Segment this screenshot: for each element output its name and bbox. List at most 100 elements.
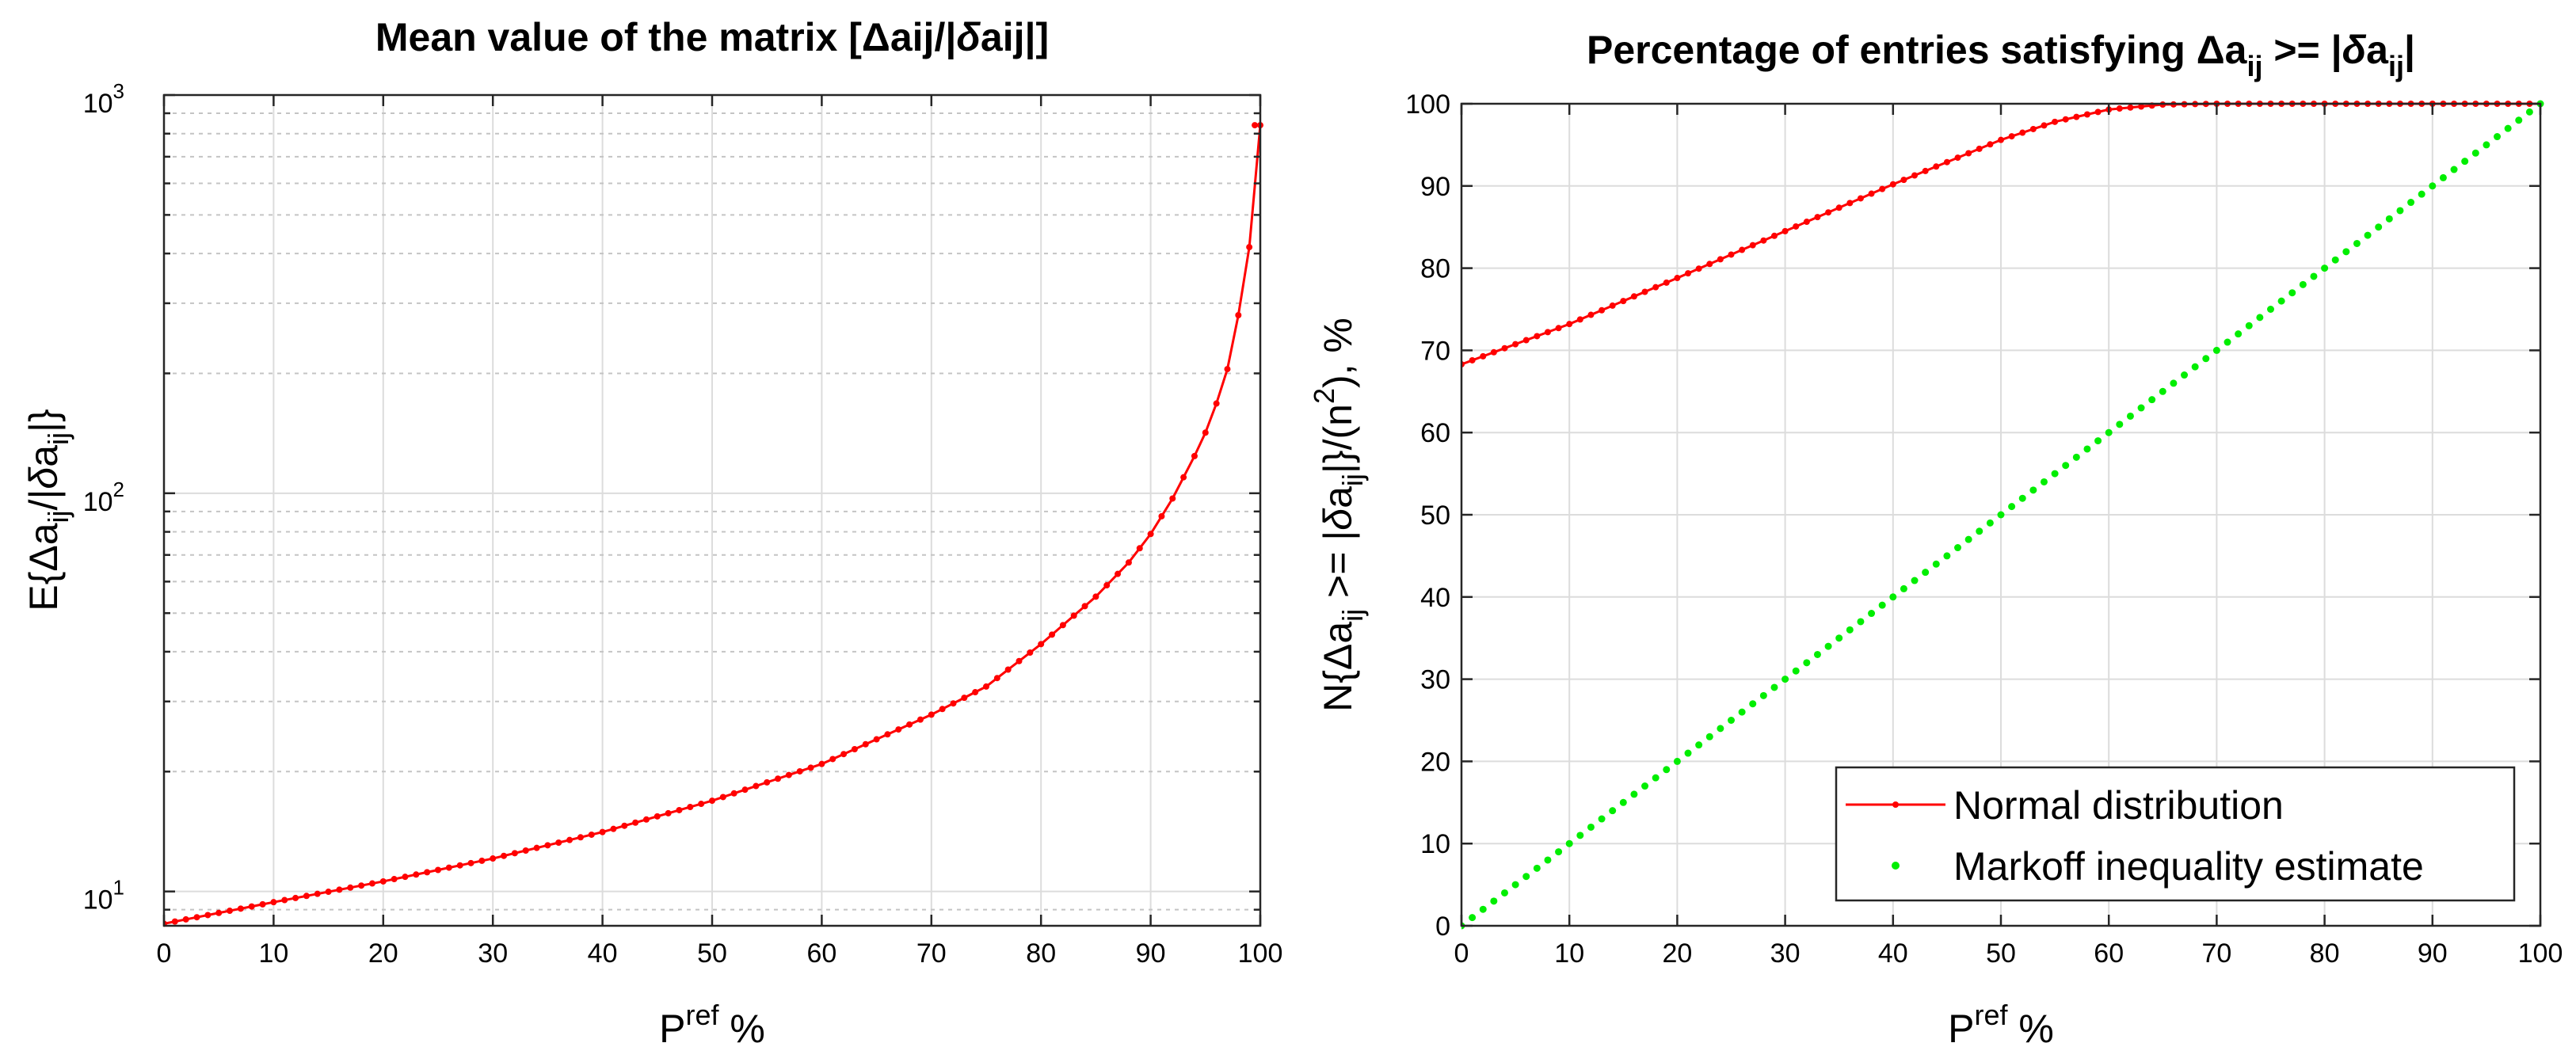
series-1-1-point [1813,650,1821,658]
series-0-0-point [237,905,244,912]
series-0-0-point [248,903,255,910]
series-1-0-point [1987,141,1994,148]
series-1-0-point [2008,133,2015,140]
series-0-0-point [435,866,441,874]
series-1-0-point [1749,242,1756,249]
series-1-0-point [1685,270,1692,277]
series-0-0-point [950,700,957,707]
series-1-1-point [2310,272,2318,280]
y-tick-label: 10 [1420,829,1450,859]
series-0-0-point [676,806,683,813]
x-tick-label: 70 [2201,938,2231,969]
series-0-0-point [533,844,540,851]
series-0-0-point [193,914,200,921]
series-1-1-point [2062,462,2070,470]
series-1-0-point [1965,150,1972,157]
series-1-1-point [2018,494,2026,502]
series-0-0-point [764,778,771,786]
series-1-0-point [1825,209,1832,216]
series-1-1-point [2342,248,2350,256]
series-1-1-point [1835,634,1843,642]
series-1-0-point [1781,227,1789,234]
series-0-0-point [1049,631,1056,638]
series-1-0-point [1954,154,1961,162]
series-1-1-point [2212,346,2220,354]
series-0-0-point [1125,559,1132,566]
legend-marker-normal-distribution [1892,801,1899,808]
series-0-0-point [895,726,902,733]
series-1-1-point [2148,396,2156,404]
series-1-1-point [1738,708,1746,716]
series-1-0-point [2138,103,2145,110]
series-1-0-point [1544,329,1551,336]
series-1-1-point [1932,560,1940,568]
series-1-0-point [1695,265,1702,272]
series-1-0-point [1793,223,1800,230]
x-tick-label: 10 [258,938,288,969]
series-1-1-point [1652,774,1660,782]
series-1-0-point [1630,293,1637,300]
series-0-0-point [522,847,529,855]
chart-2-grid [1461,104,2541,926]
series-0-0-point [182,915,189,923]
series-0-0-point [1059,622,1066,629]
series-0-0-point [753,782,760,790]
chart-2-ticks [1460,102,2542,927]
series-1-1-point [1522,873,1530,881]
series-0-0-point [413,871,420,878]
series-1-0-point [2116,105,2123,112]
series-0-0-point [829,756,836,763]
chart-1-title: Mean value of the matrix [Δaij/|δaij|] [375,15,1049,60]
legend-entry-normal-distribution: Normal distribution [1846,783,2284,828]
series-0-0-point [1115,570,1122,577]
series-1-1-point [1964,535,1972,543]
series-0-0-point [456,862,463,869]
series-0-0-point [501,852,508,859]
series-0-0-point [665,809,672,816]
series-1-1-point [1728,717,1735,724]
series-1-1-point [2471,149,2479,157]
series-1-1-point [2288,289,2296,297]
series-1-0-point [1911,172,1919,179]
series-1-1-point [2159,387,2166,395]
series-0-0-point [939,706,946,713]
series-0-0-point [1016,657,1023,664]
series-0-0-point [610,825,617,832]
series-1-0-point [2052,118,2059,125]
series-0-0-point [1252,122,1259,129]
series-0-0-point [336,886,343,893]
series-1-1-point [2429,182,2437,190]
series-1-1-point [1792,667,1800,675]
series-1-1-point [2494,133,2502,141]
series-1-1-point [2181,371,2189,379]
series-1-0-point [1976,145,1983,152]
series-0-0-point [1191,452,1198,459]
series-1-0-point [2073,113,2080,120]
series-1-0-point [1663,279,1670,286]
series-1-1-point [2224,338,2231,346]
y-tick-label: 101 [83,876,124,915]
series-1-1-point [2418,190,2425,198]
series-0-0-point [906,721,913,728]
series-1-1-point [1986,519,1994,527]
series-1-1-point [2353,239,2361,247]
series-1-1-point [2483,141,2490,149]
x-tick-label: 90 [1136,938,1166,969]
series-1-0-point [1922,167,1929,174]
series-0-0-point [1180,474,1187,481]
series-1-1-point [1598,815,1606,823]
y-tick-label: 30 [1420,665,1450,695]
series-1-0-point [2127,104,2134,111]
series-1-1-point [1846,626,1854,634]
chart-1-ticks [162,93,1262,926]
series-1-0-point [2041,122,2048,129]
series-0-0-point [807,764,814,771]
series-1-1-point [1868,610,1876,618]
series-1-1-point [2083,445,2091,453]
series-1-0-point [1674,275,1681,282]
series-1-0-point [1770,232,1778,239]
series-1-0-point [1879,185,1886,192]
y-tick-label: 40 [1420,583,1450,613]
series-1-1-point [1889,593,1897,601]
series-1-0-point [2019,129,2026,136]
